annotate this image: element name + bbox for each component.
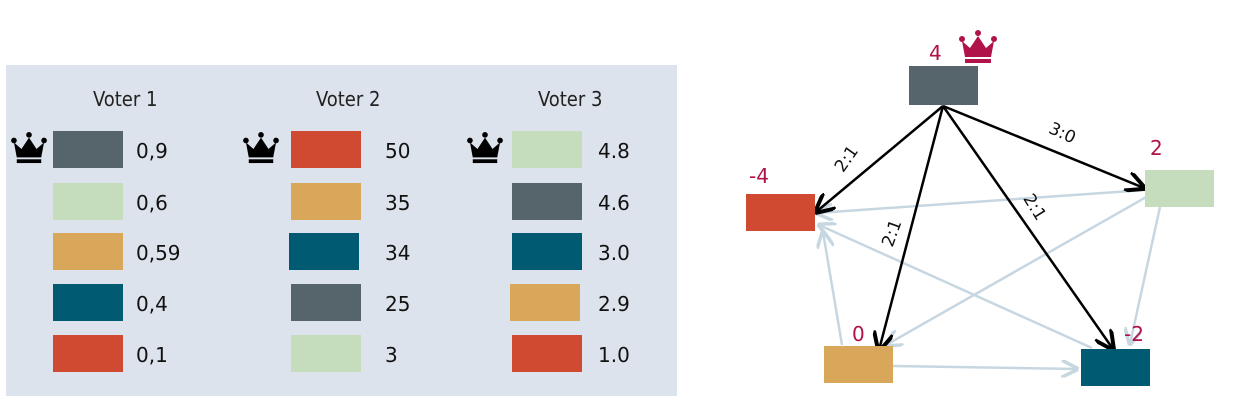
- ranking-row: 0,4: [6, 284, 226, 322]
- candidate-score: 34: [385, 241, 411, 265]
- ranking-row: 3: [236, 335, 456, 373]
- faint-edge-yellow-to-teal: [892, 366, 1077, 369]
- ranking-row: 4.8: [458, 131, 678, 169]
- candidate-swatch-red: [53, 335, 123, 372]
- voter-column-1: Voter 1 0,9 0,6 0,59 0,4 0,1: [6, 65, 226, 396]
- bold-edge-gray-to-yellow: [879, 105, 945, 350]
- candidate-score: 4.6: [598, 191, 630, 215]
- ranking-row: 0,6: [6, 183, 226, 221]
- candidate-swatch-teal: [53, 284, 123, 321]
- faint-edge-yellow-to-red: [823, 232, 844, 346]
- candidate-score: 3: [385, 343, 398, 367]
- candidate-swatch-light-green: [512, 131, 582, 168]
- candidate-swatch-gray: [512, 183, 582, 220]
- candidate-score: 2.9: [598, 292, 630, 316]
- ranking-row: 35: [236, 183, 456, 221]
- graph-node-gray: [909, 66, 978, 105]
- candidate-score: 1.0: [598, 343, 630, 367]
- candidate-score: 4.8: [598, 139, 630, 163]
- node-score: 2: [1150, 136, 1163, 160]
- bold-edges: 2:12:12:13:0: [816, 104, 1144, 350]
- voter-title: Voter 1: [93, 87, 158, 111]
- candidate-swatch-gray: [53, 131, 123, 168]
- candidate-swatch-yellow: [510, 284, 580, 321]
- ranking-row: 25: [236, 284, 456, 322]
- voter-column-2: Voter 2 50 35 34 25 3: [236, 65, 456, 396]
- ranking-row: 0,59: [6, 233, 226, 271]
- graph-node-light-green: [1145, 170, 1214, 207]
- node-score: -4: [749, 164, 769, 188]
- node-score: 4: [929, 41, 942, 65]
- candidate-swatch-gray: [291, 284, 361, 321]
- voter-rankings-panel: Voter 1 0,9 0,6 0,59 0,4 0,1 Voter 2 50 35 34 2…: [6, 65, 677, 396]
- candidate-score: 0,59: [136, 241, 181, 265]
- ranking-row: 4.6: [458, 183, 678, 221]
- node-score: 0: [852, 322, 865, 346]
- candidate-score: 25: [385, 292, 411, 316]
- voter-column-3: Voter 3 4.8 4.6 3.0 2.9 1.0: [458, 65, 678, 396]
- voter-title: Voter 3: [538, 87, 603, 111]
- candidate-swatch-teal: [289, 233, 359, 270]
- graph-node-yellow: [824, 346, 893, 383]
- bold-edge-gray-to-red: [816, 105, 944, 212]
- crown-icon: [10, 132, 48, 169]
- ranking-row: 34: [236, 233, 456, 271]
- ranking-row: 2.9: [458, 284, 678, 322]
- candidate-swatch-teal: [512, 233, 582, 270]
- ranking-row: 1.0: [458, 335, 678, 373]
- ranking-row: 3.0: [458, 233, 678, 271]
- candidate-score: 0,4: [136, 292, 168, 316]
- candidate-swatch-light-green: [291, 335, 361, 372]
- bold-edge-gray-to-teal: [941, 105, 1113, 349]
- bold-edge-gray-to-light-green: [942, 104, 1144, 188]
- faint-edges: [817, 188, 1162, 369]
- faint-edge-light-green-to-yellow: [886, 194, 1149, 345]
- edge-label: 3:0: [1045, 119, 1078, 149]
- crown-icon: [959, 30, 997, 63]
- node-score: -2: [1124, 322, 1144, 346]
- crown-icon: [242, 132, 280, 169]
- ranking-row: 50: [236, 131, 456, 169]
- graph-node-teal: [1081, 349, 1150, 386]
- crown-icon: [466, 132, 504, 169]
- candidate-swatch-red: [291, 131, 361, 168]
- candidate-score: 35: [385, 191, 411, 215]
- ranking-row: 0,9: [6, 131, 226, 169]
- candidate-swatch-yellow: [53, 233, 123, 270]
- voter-title: Voter 2: [316, 87, 381, 111]
- faint-edge-light-green-to-teal: [1130, 206, 1162, 344]
- faint-edge-teal-to-red: [819, 225, 1093, 350]
- graph-node-red: [746, 194, 815, 231]
- faint-edge-light-green-to-red: [817, 188, 1146, 213]
- edge-label: 2:1: [878, 217, 906, 250]
- candidate-swatch-red: [512, 335, 582, 372]
- candidate-swatch-yellow: [291, 183, 361, 220]
- candidate-swatch-light-green: [53, 183, 123, 220]
- candidate-score: 0,1: [136, 343, 168, 367]
- graph-nodes: 4 2 -4 0 -2: [746, 30, 1214, 386]
- edge-label: 2:1: [831, 142, 863, 176]
- candidate-score: 3.0: [598, 241, 630, 265]
- candidate-score: 0,6: [136, 191, 168, 215]
- ranking-row: 0,1: [6, 335, 226, 373]
- candidate-score: 0,9: [136, 139, 168, 163]
- candidate-score: 50: [385, 139, 411, 163]
